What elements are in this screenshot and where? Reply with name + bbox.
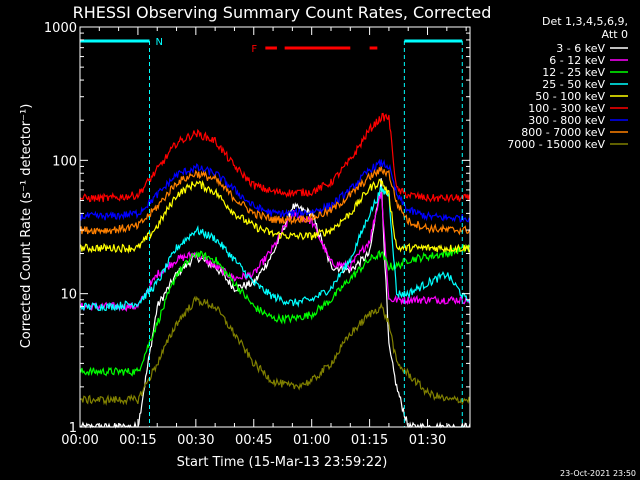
legend-header-line-2: Att 0 [602, 28, 628, 41]
x-tick-label: 00:00 [61, 433, 98, 448]
legend-label-6: 300 - 800 keV [528, 114, 605, 127]
legend-header-line-1: Det 1,3,4,5,6,9, [542, 15, 628, 28]
x-tick-label: 00:15 [119, 433, 156, 448]
series-line-5 [79, 112, 471, 204]
legend-label-7: 800 - 7000 keV [521, 126, 605, 139]
series-line-4 [79, 178, 471, 255]
footer-date: 23-Oct-2021 23:50 [560, 469, 636, 478]
y-tick-label: 1000 [44, 21, 77, 36]
legend-label-1: 6 - 12 keV [549, 54, 605, 67]
legend-label-0: 3 - 6 keV [556, 42, 605, 55]
flare-label: F [251, 44, 257, 55]
series-line-2 [79, 243, 471, 377]
legend-label-2: 12 - 25 keV [542, 66, 605, 79]
x-axis-label: Start Time (15-Mar-13 23:59:22) [177, 455, 388, 470]
x-tick-label: 01:15 [351, 433, 388, 448]
legend-label-8: 7000 - 15000 keV [507, 138, 605, 151]
plot-frame [79, 26, 471, 428]
y-tick-label: 10 [60, 288, 77, 303]
x-tick-label: 01:30 [409, 433, 446, 448]
series-layer [79, 112, 471, 429]
y-tick-label: 100 [52, 154, 77, 169]
series-line-3 [79, 185, 471, 312]
legend-label-4: 50 - 100 keV [535, 90, 605, 103]
x-tick-label: 00:30 [177, 433, 214, 448]
chart-title: RHESSI Observing Summary Count Rates, Co… [73, 3, 492, 22]
legend-label-3: 25 - 50 keV [542, 78, 605, 91]
x-tick-label: 00:45 [235, 433, 272, 448]
series-line-6 [79, 158, 471, 223]
x-tick-label: 01:00 [293, 433, 330, 448]
y-axis-label: Corrected Count Rate (s⁻¹ detector⁻¹) [19, 104, 34, 349]
night-label: N [156, 37, 163, 48]
legend-label-5: 100 - 300 keV [528, 102, 605, 115]
axis-layer: 00:00 00:15 00:30 00:45 01:00 01:15 01:30 1 10 10… [44, 21, 470, 448]
y-tick-label: 1 [69, 421, 77, 436]
series-line-8 [79, 295, 471, 406]
series-line-7 [79, 166, 471, 236]
